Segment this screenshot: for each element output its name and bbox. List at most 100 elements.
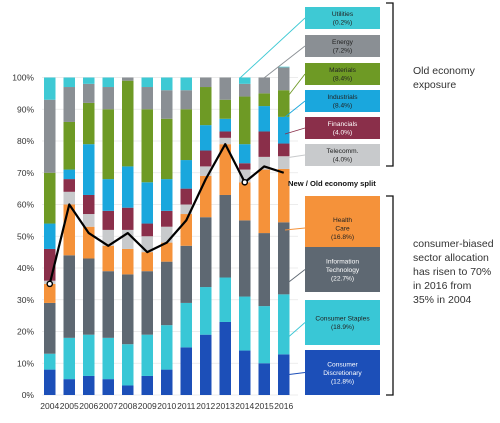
legend-box-energy <box>305 35 380 57</box>
bar-segment-information-technology-2006 <box>83 258 95 335</box>
bar-segment-telecomm-2013 <box>219 137 231 145</box>
bar-segment-health-care-2005 <box>63 204 75 256</box>
bar-segment-consumer-discretionary-2005 <box>63 379 75 395</box>
bar-segment-consumer-discretionary-2012 <box>200 334 212 395</box>
legend-label-health-care: Health Care (16.8%) <box>331 217 354 241</box>
y-tick-label: 80% <box>17 136 34 146</box>
connector-materials <box>284 73 306 101</box>
x-tick-label: 2014 <box>235 401 254 411</box>
connector-industrials <box>284 100 306 118</box>
bar-segment-consumer-discretionary-2015 <box>258 363 270 395</box>
old-economy-line: exposure <box>413 79 456 91</box>
legend-box-information-technology <box>305 247 380 292</box>
legend-box-utilities <box>305 7 380 29</box>
bar-segment-consumer-discretionary-2009 <box>141 375 153 395</box>
legend-box-telecomm <box>305 144 380 166</box>
x-tick-label: 2006 <box>79 401 98 411</box>
bar-segment-utilities-2006 <box>83 77 95 84</box>
bar-segment-consumer-staples-2008 <box>122 344 134 386</box>
bar-segment-telecomm-2007 <box>102 229 114 246</box>
consumer-note: consumer-biased sector allocation has rise… <box>413 238 494 306</box>
stacked-bars <box>44 66 290 395</box>
legend-name: Consumer Staples <box>315 316 370 323</box>
trend-point-2014 <box>241 178 249 186</box>
bar-segment-information-technology-2013 <box>219 194 231 278</box>
bar-segment-health-care-2004 <box>44 283 56 303</box>
bar-segment-information-technology-2011 <box>180 245 192 303</box>
legend-name: Consumer <box>327 361 358 368</box>
bar-segment-materials-2006 <box>83 102 95 145</box>
bar-segment-industrials-2009 <box>141 182 153 224</box>
bar-segment-utilities-2014 <box>239 77 251 84</box>
bar-segment-energy-2008 <box>122 77 134 81</box>
consumer-note-line: in 2016 from <box>413 280 472 292</box>
bar-segment-telecomm-2009 <box>141 236 153 253</box>
trend-line-group <box>46 143 285 288</box>
bar-segment-energy-2007 <box>102 87 114 110</box>
bar-segment-energy-2015 <box>258 77 270 94</box>
bar-segment-financials-2011 <box>180 188 192 205</box>
y-tick-label: 0% <box>22 390 35 400</box>
legend-pct: (12.8%) <box>331 378 354 385</box>
y-axis: 0% 10% 20% 30% 40% 50% 60% 70% 80% 90% 100% <box>12 73 34 401</box>
legend-name: Telecomm. <box>327 148 359 155</box>
bar-segment-information-technology-2004 <box>44 302 56 354</box>
side-labels: Old economy exposure New / Old economy spl… <box>288 65 494 306</box>
bar-segment-consumer-discretionary-2014 <box>239 350 251 395</box>
legend-name: Health <box>333 217 352 224</box>
legend-label-information-technology: Information Technology (22.7%) <box>326 258 360 282</box>
bar-segment-utilities-2016 <box>278 66 290 68</box>
y-tick-label: 90% <box>17 104 34 114</box>
bar-segment-materials-2013 <box>219 99 231 119</box>
bar-segment-financials-2009 <box>141 223 153 237</box>
bar-segment-financials-2005 <box>63 179 75 192</box>
bar-segment-industrials-2006 <box>83 144 95 195</box>
x-tick-label: 2005 <box>60 401 79 411</box>
connector-telecomm <box>284 154 306 159</box>
bar-segment-energy-2016 <box>278 67 290 91</box>
old-economy-bracket <box>386 2 394 167</box>
bar-segment-consumer-staples-2013 <box>219 277 231 322</box>
split-label: New / Old economy split <box>288 179 376 188</box>
legend-box-industrials <box>305 90 380 112</box>
bar-segment-health-care-2010 <box>161 242 173 262</box>
legend-connectors <box>239 17 306 376</box>
legend-pct: (0.2%) <box>333 20 352 27</box>
legend-box-consumer-staples <box>305 300 380 345</box>
legend-name: Industrials <box>327 94 358 101</box>
bar-segment-industrials-2011 <box>180 160 192 189</box>
bar-segment-financials-2013 <box>219 131 231 138</box>
bar-segment-utilities-2007 <box>102 77 114 88</box>
bar-segment-consumer-discretionary-2013 <box>219 321 231 395</box>
bar-segment-utilities-2010 <box>161 77 173 91</box>
bar-segment-materials-2008 <box>122 80 134 167</box>
bar-segment-energy-2011 <box>180 90 192 110</box>
bar-segment-telecomm-2005 <box>63 191 75 205</box>
consumer-note-line: sector allocation <box>413 252 489 264</box>
bar-segment-industrials-2004 <box>44 223 56 249</box>
bar-segment-telecomm-2016 <box>278 156 290 169</box>
bar-segment-information-technology-2015 <box>258 233 270 307</box>
bar-segment-energy-2014 <box>239 83 251 97</box>
y-tick-label: 50% <box>17 231 34 241</box>
x-tick-label: 2010 <box>157 401 176 411</box>
connector-consumer-discretionary <box>284 372 306 376</box>
bar-segment-telecomm-2008 <box>122 229 134 249</box>
bar-segment-utilities-2009 <box>141 77 153 88</box>
bar-segment-materials-2011 <box>180 109 192 161</box>
bar-segment-telecomm-2011 <box>180 204 192 215</box>
bar-segment-materials-2016 <box>278 90 290 117</box>
bar-segment-materials-2010 <box>161 118 173 180</box>
bar-segment-financials-2008 <box>122 207 134 230</box>
bar-segment-materials-2015 <box>258 93 270 107</box>
y-tick-label: 30% <box>17 295 34 305</box>
bar-segment-financials-2016 <box>278 143 290 157</box>
bar-segment-consumer-discretionary-2004 <box>44 369 56 395</box>
legend-name: Technology <box>326 267 360 274</box>
bar-segment-information-technology-2012 <box>200 217 212 288</box>
consumer-note-line: has risen to 70% <box>413 266 491 278</box>
bar-segment-financials-2006 <box>83 194 95 215</box>
bar-segment-health-care-2013 <box>219 144 231 195</box>
bar-segment-financials-2004 <box>44 248 56 281</box>
x-tick-label: 2007 <box>99 401 118 411</box>
